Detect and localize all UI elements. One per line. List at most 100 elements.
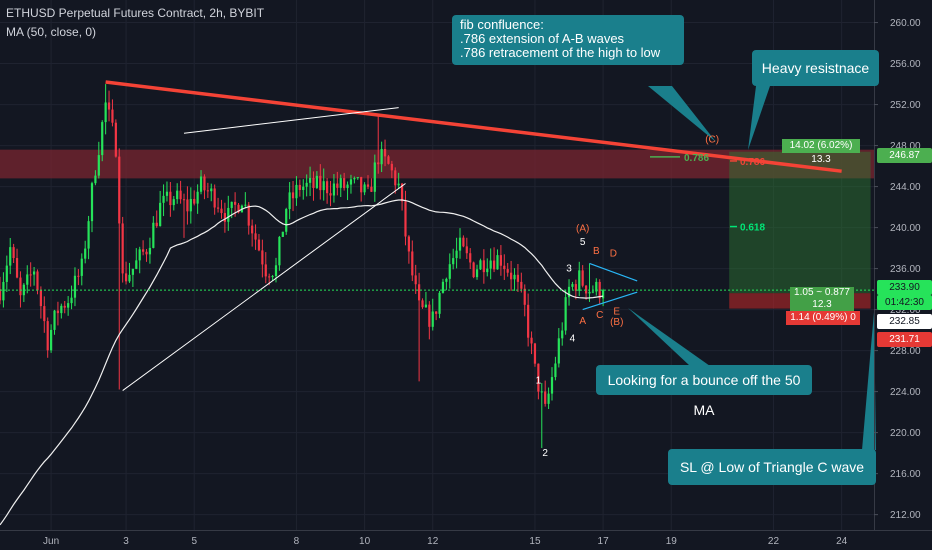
- candle-body: [421, 300, 424, 308]
- candle-body: [63, 305, 66, 308]
- candle-body: [271, 276, 274, 278]
- y-tick-label: 240.00: [890, 223, 921, 234]
- candle-body: [155, 222, 158, 227]
- wave-label-4: 4: [570, 333, 576, 344]
- candle-body: [5, 265, 8, 282]
- triangle-upper-line: [589, 262, 638, 282]
- candle-body: [407, 236, 410, 252]
- candle-body: [26, 274, 29, 285]
- candle-body: [360, 177, 363, 193]
- indicator-legend[interactable]: MA (50, close, 0): [6, 25, 97, 39]
- candle-body: [73, 275, 77, 298]
- candle-body: [595, 281, 598, 292]
- candle-body: [56, 310, 60, 314]
- candle-body: [492, 260, 496, 270]
- candle-body: [438, 292, 441, 314]
- candle-body: [53, 310, 56, 330]
- y-tick-label: 244.00: [890, 182, 921, 193]
- candle-body: [165, 191, 169, 196]
- candle-body: [234, 201, 237, 205]
- candle-body: [530, 337, 533, 344]
- x-tick-label: 17: [598, 536, 610, 547]
- wave-label-e: E: [613, 307, 620, 318]
- candle-body: [581, 270, 584, 286]
- candle-body: [90, 183, 94, 222]
- y-tick-label: 252.00: [890, 100, 921, 111]
- stop-price-tag: 231.71: [877, 332, 932, 347]
- candle-body: [448, 264, 451, 279]
- candle-body: [121, 223, 124, 274]
- candle-body: [189, 198, 192, 212]
- candle-body: [101, 122, 104, 156]
- candle-body: [356, 177, 359, 179]
- candle-body: [111, 109, 114, 123]
- candle-body: [46, 321, 49, 351]
- wave-label-d: D: [610, 248, 617, 259]
- fib-callout-line1: .786 extension of A-B waves: [460, 31, 625, 46]
- candle-body: [424, 304, 428, 308]
- candle-body: [60, 305, 63, 314]
- candle-body: [138, 249, 141, 261]
- candle-body: [128, 274, 131, 282]
- candle-body: [503, 265, 506, 270]
- candle-body: [435, 311, 438, 314]
- candle-body: [118, 156, 121, 224]
- candle-body: [418, 284, 421, 301]
- candle-body: [247, 204, 250, 226]
- candle-body: [0, 289, 2, 301]
- wave-labels: 1 2 3 4 5 A B C D E (A) (B) (C): [536, 134, 720, 459]
- ma-50-line: [0, 199, 604, 526]
- wave-label-a: A: [579, 316, 586, 327]
- candle-body: [22, 284, 25, 296]
- chart-title: ETHUSD Perpetual Futures Contract, 2h, B…: [6, 6, 265, 20]
- candle-body: [281, 231, 284, 237]
- candle-body: [80, 258, 83, 276]
- resistance-callout-pointer: [748, 86, 770, 150]
- candle-body: [274, 265, 278, 277]
- y-tick-label: 260.00: [890, 18, 921, 29]
- candle-body: [431, 311, 434, 327]
- candle-body: [291, 192, 295, 199]
- y-tick-label: 224.00: [890, 387, 921, 398]
- candle-body: [87, 221, 90, 249]
- main-resistance-trendline: [105, 80, 842, 173]
- y-tick-label: 232.00: [890, 305, 921, 316]
- candle-body: [251, 225, 254, 234]
- candle-body: [244, 204, 247, 206]
- candle-body: [353, 178, 356, 180]
- x-axis[interactable]: Jun 3 5 8 10 12 15 17 19 22 24: [43, 536, 848, 547]
- y-tick-label: 236.00: [890, 264, 921, 275]
- candle-body: [499, 255, 502, 266]
- x-tick-label: 10: [359, 536, 371, 547]
- candle-body: [104, 102, 107, 123]
- wave-label-b: B: [593, 246, 600, 257]
- y-tick-label: 220.00: [890, 428, 921, 439]
- candle-body: [302, 186, 305, 191]
- candle-body: [445, 278, 448, 282]
- candle-body: [540, 391, 543, 393]
- candle-body: [159, 202, 162, 227]
- support-line: [122, 183, 406, 391]
- candle-body: [278, 236, 281, 266]
- candle-body: [397, 183, 400, 186]
- candle-body: [182, 199, 186, 201]
- candle-body: [479, 260, 482, 270]
- candle-body: [135, 260, 138, 269]
- wave-label-paren-b: (B): [610, 317, 623, 328]
- candle-body: [268, 276, 271, 278]
- candle-body: [544, 391, 547, 404]
- candle-body: [486, 268, 489, 273]
- candle-body: [373, 162, 376, 192]
- candle-body: [598, 281, 601, 299]
- y-axis[interactable]: 260.00 256.00 252.00 248.00 244.00 240.00 236.…: [874, 18, 921, 521]
- candle-body: [227, 207, 230, 222]
- candle-body: [19, 277, 22, 296]
- candle-body: [455, 250, 458, 259]
- candle-body: [203, 176, 206, 191]
- candle-body: [43, 306, 46, 322]
- target-price-tag: 246.87: [877, 148, 932, 163]
- candle-body: [206, 190, 209, 192]
- candle-body: [29, 274, 32, 276]
- candle-body: [264, 264, 267, 277]
